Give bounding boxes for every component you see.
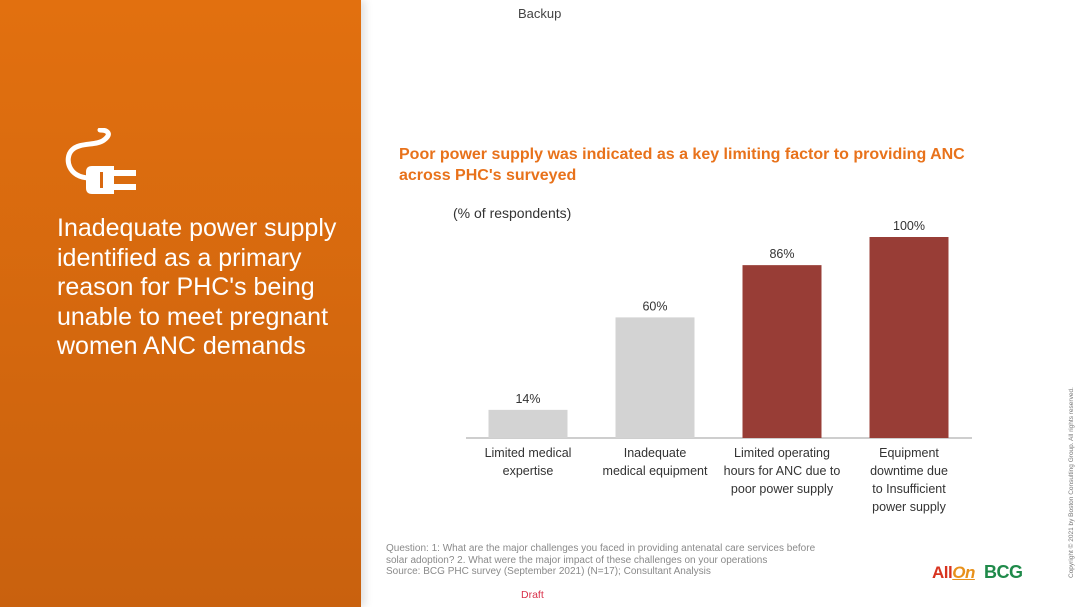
left-panel: Inadequate power supply identified as a … <box>0 0 361 607</box>
category-label: Equipment <box>879 446 939 460</box>
chart-title: Poor power supply was indicated as a key… <box>399 146 965 184</box>
draft-label: Draft <box>521 589 544 601</box>
bcg-logo: BCG <box>984 562 1023 582</box>
footnote-line: Source: BCG PHC survey (September 2021) … <box>386 566 711 577</box>
plug-icon <box>65 128 136 194</box>
category-label: downtime due <box>870 464 948 478</box>
left-heading: Inadequate power supply identified as a … <box>57 214 337 360</box>
backup-label: Backup <box>518 6 562 21</box>
bar-value-label: 14% <box>515 392 540 406</box>
category-label: expertise <box>503 464 554 478</box>
bar <box>615 317 695 438</box>
category-label: hours for ANC due to <box>724 464 841 478</box>
footnote-line: solar adoption? 2. What were the major i… <box>386 554 768 566</box>
category-label: poor power supply <box>731 482 834 496</box>
category-label: Limited operating <box>734 446 830 460</box>
allon-logo: AllOn <box>932 563 975 583</box>
bar-value-label: 60% <box>642 299 667 313</box>
category-label: power supply <box>872 500 946 514</box>
bar <box>869 237 949 438</box>
category-label: Inadequate <box>624 446 687 460</box>
category-label: to Insufficient <box>872 482 946 496</box>
y-axis-label: (% of respondents) <box>453 205 572 221</box>
footnote: Question: 1: What are the major challeng… <box>386 543 886 578</box>
bar <box>488 409 568 438</box>
allon-logo-on: On <box>952 563 975 582</box>
category-label: Limited medical <box>485 446 572 460</box>
category-label: medical equipment <box>603 464 708 478</box>
copyright-text: Copyright © 2021 by Boston Consulting Gr… <box>1068 387 1075 578</box>
allon-logo-all: All <box>932 563 953 582</box>
footnote-line: Question: 1: What are the major challeng… <box>386 543 816 554</box>
bar-value-label: 86% <box>769 247 794 261</box>
bar <box>742 265 822 438</box>
bar-value-label: 100% <box>893 219 925 233</box>
